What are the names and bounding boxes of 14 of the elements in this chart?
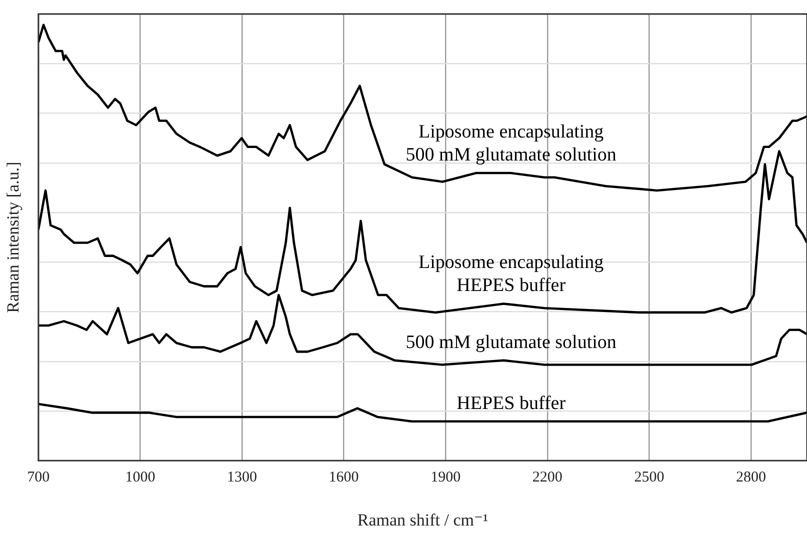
x-tick-label: 1600	[328, 470, 359, 486]
series-label: 500 mM glutamate solution	[406, 332, 617, 353]
x-tick-label: 1000	[125, 470, 156, 486]
y-axis-title: Raman intensity [a.u.]	[4, 162, 23, 313]
series-label: HEPES buffer	[456, 392, 566, 414]
x-tick-label: 1300	[227, 470, 258, 486]
x-tick-label: 2200	[532, 470, 562, 486]
x-axis-title: Raman shift / cm⁻¹	[357, 510, 488, 530]
x-tick-label: 1900	[430, 470, 461, 486]
x-tick-label: 2800	[736, 470, 766, 486]
series-label: Liposome encapsulating HEPES buffer	[418, 252, 604, 296]
series-label: Liposome encapsulating 500 mM glutamate solution	[406, 122, 617, 166]
x-tick-label: 2500	[634, 470, 664, 486]
x-tick-label: 700	[27, 470, 50, 486]
